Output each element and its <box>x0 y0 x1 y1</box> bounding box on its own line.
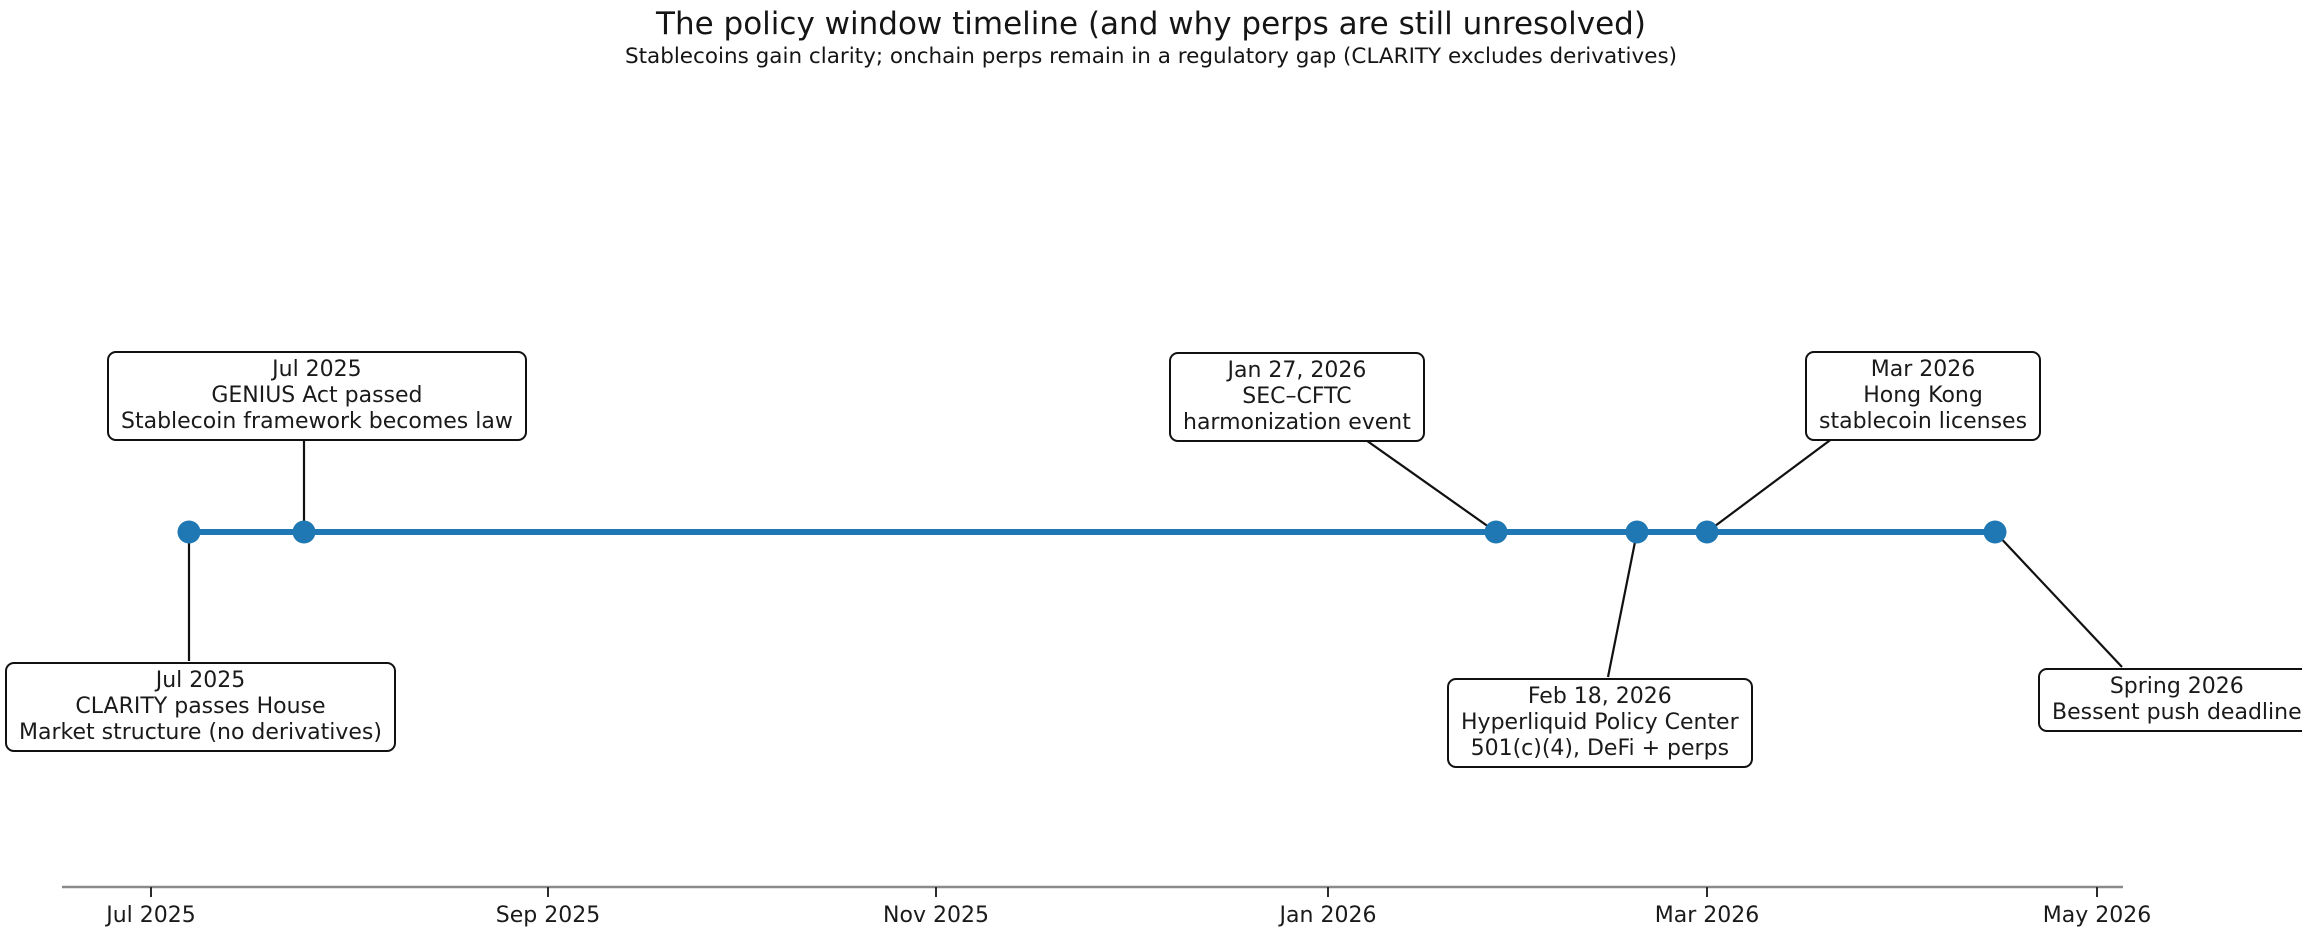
event-date: Jul 2025 <box>155 668 246 693</box>
event-detail: stablecoin licenses <box>1819 409 2028 434</box>
event-date: Jul 2025 <box>272 357 362 382</box>
event-date: Mar 2026 <box>1870 357 1976 382</box>
chart-subtitle: Stablecoins gain clarity; onchain perps … <box>624 44 1678 69</box>
event-dot <box>292 520 316 544</box>
event-dot <box>1695 520 1719 544</box>
event-detail: 501(c)(4), DeFi + perps <box>1470 736 1730 761</box>
event-title: Hyperliquid Policy Center <box>1461 710 1739 735</box>
x-axis-tick-label: Jan 2026 <box>1279 903 1377 928</box>
event-box-bessent-deadline: Spring 2026 Bessent push deadline <box>2038 668 2302 732</box>
event-detail: Market structure (no derivatives) <box>19 720 382 745</box>
event-connector-line <box>1706 437 1834 533</box>
event-connector-line <box>1994 531 2123 668</box>
event-connector-line <box>1606 531 1639 678</box>
x-axis-tick-label: Nov 2025 <box>883 903 989 928</box>
event-date: Jan 27, 2026 <box>1227 358 1367 383</box>
event-detail: Stablecoin framework becomes law <box>121 409 513 434</box>
event-box-clarity-house: Jul 2025 CLARITY passes House Market str… <box>5 662 396 752</box>
event-detail: harmonization event <box>1183 410 1411 435</box>
event-dot <box>1484 520 1508 544</box>
chart-title: The policy window timeline (and why perp… <box>656 6 1646 42</box>
event-date: Spring 2026 <box>2109 674 2244 699</box>
event-connector-line <box>1362 437 1497 533</box>
event-box-genius-act: Jul 2025 GENIUS Act passed Stablecoin fr… <box>107 351 527 441</box>
event-box-hong-kong: Mar 2026 Hong Kong stablecoin licenses <box>1805 351 2042 441</box>
event-box-hyperliquid-policy: Feb 18, 2026 Hyperliquid Policy Center 5… <box>1447 678 1753 768</box>
event-dot <box>177 520 201 544</box>
x-axis-tick-label: Jul 2025 <box>106 903 196 928</box>
event-title: CLARITY passes House <box>75 694 326 719</box>
event-title: SEC–CFTC <box>1242 384 1352 409</box>
event-dot <box>1625 520 1649 544</box>
event-dot <box>1983 520 2007 544</box>
event-title: GENIUS Act passed <box>211 383 423 408</box>
x-axis-tick-label: May 2026 <box>2042 903 2152 928</box>
event-title: Bessent push deadline <box>2052 700 2302 725</box>
event-box-sec-cftc: Jan 27, 2026 SEC–CFTC harmonization even… <box>1169 352 1425 442</box>
event-title: Hong Kong <box>1863 383 1983 408</box>
x-axis-tick-label: Sep 2025 <box>495 903 601 928</box>
x-axis-tick-label: Mar 2026 <box>1654 903 1760 928</box>
event-date: Feb 18, 2026 <box>1527 684 1672 709</box>
